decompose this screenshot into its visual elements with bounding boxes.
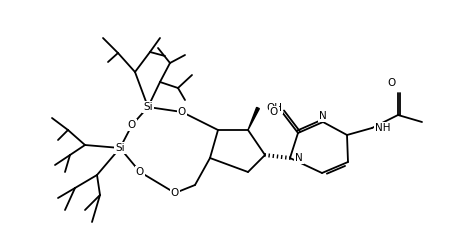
- Text: O: O: [128, 120, 136, 130]
- Text: N: N: [319, 111, 327, 121]
- Text: O: O: [270, 107, 278, 117]
- Text: Si: Si: [115, 143, 125, 153]
- Text: NH: NH: [375, 123, 391, 133]
- Text: O: O: [178, 107, 186, 117]
- Text: N: N: [295, 153, 303, 163]
- Text: Si: Si: [143, 102, 153, 112]
- Text: O: O: [171, 188, 179, 198]
- Text: O: O: [136, 167, 144, 177]
- Text: O: O: [388, 78, 396, 88]
- Text: OH: OH: [266, 103, 282, 113]
- Polygon shape: [248, 107, 259, 130]
